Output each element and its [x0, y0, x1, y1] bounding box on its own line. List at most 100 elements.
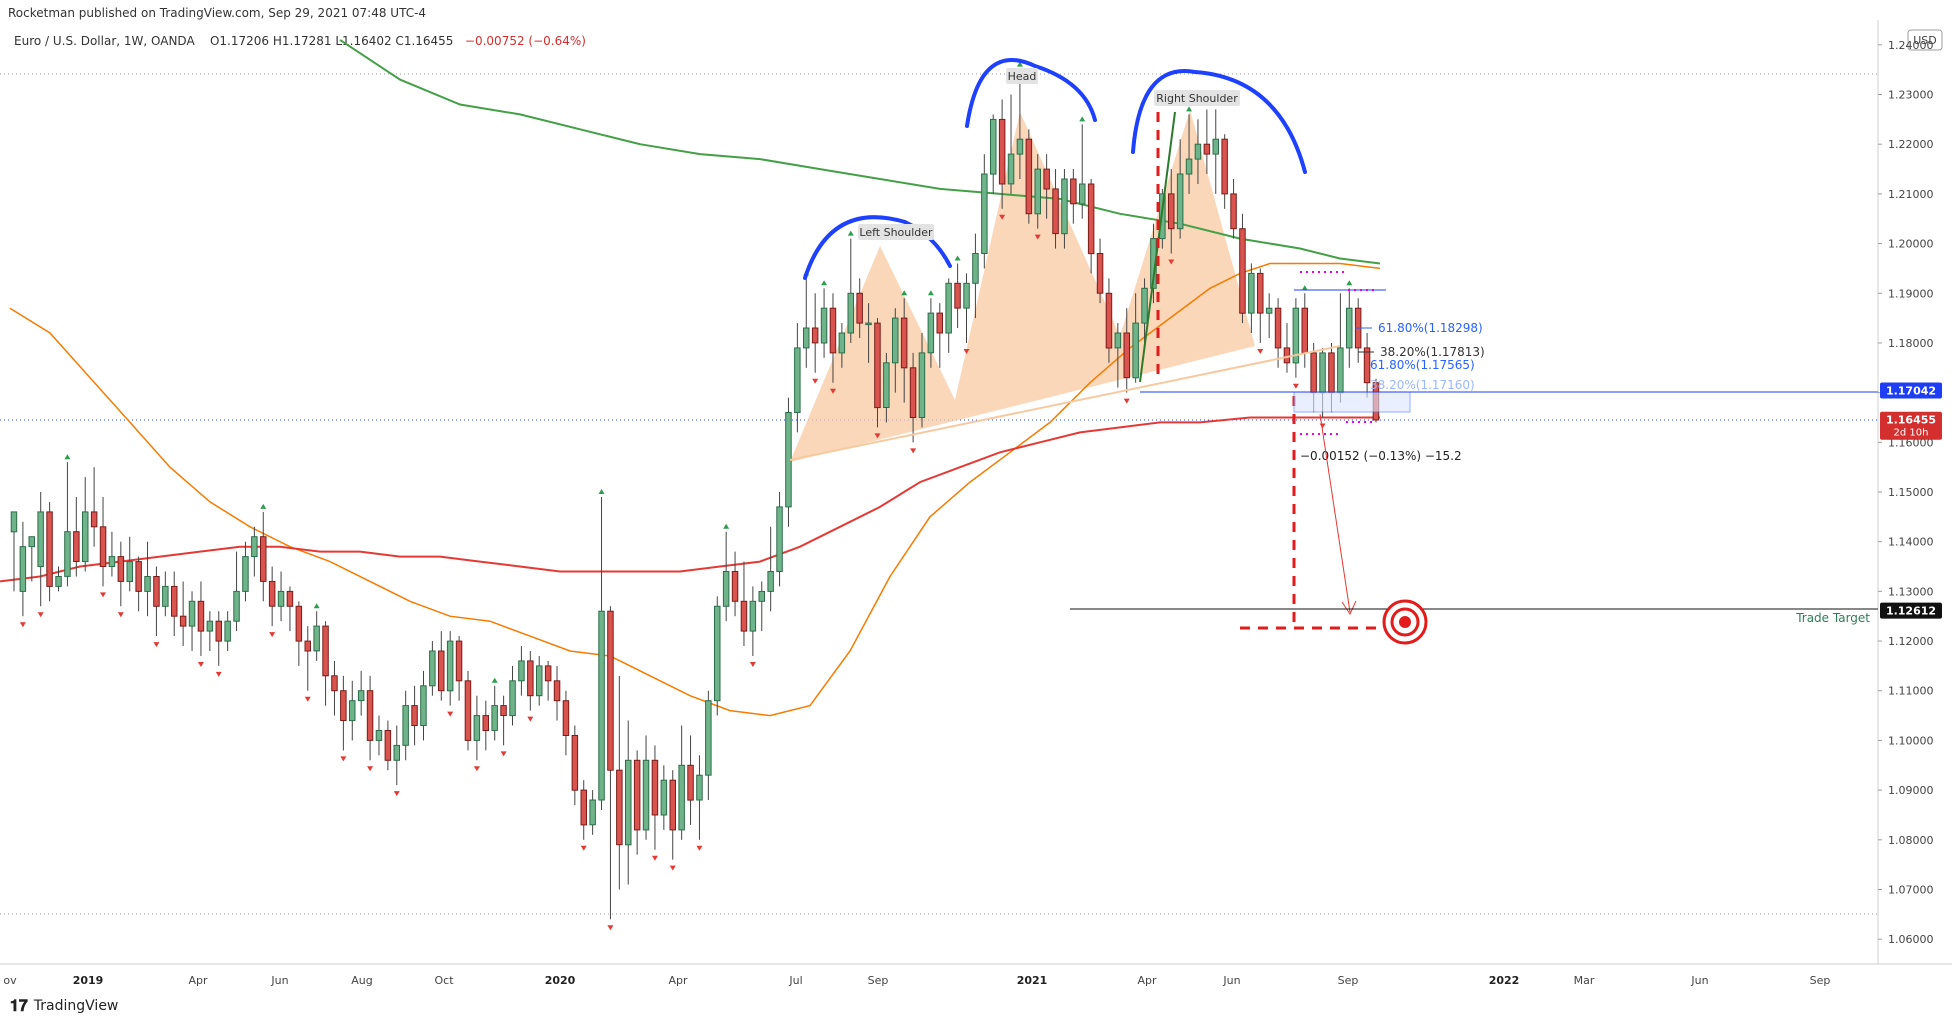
publisher-line: Rocketman published on TradingView.com, …	[8, 6, 427, 20]
x-tick-label: 2019	[73, 974, 104, 987]
tradingview-footer[interactable]: 𝟏𝟕 TradingView	[10, 996, 118, 1016]
fib-label-38-2-lower: 38.20%(1.17160)	[1370, 378, 1475, 392]
currency-box[interactable]	[1907, 29, 1943, 51]
fractal-down-marker	[696, 845, 703, 851]
fractal-up-marker	[491, 677, 498, 683]
x-tick-label: Sep	[1338, 974, 1359, 987]
fractal-down-marker	[500, 751, 507, 757]
price-tag-countdown: 2d 10h	[1894, 428, 1929, 439]
candle-bullish	[722, 571, 730, 607]
candle-bearish	[1025, 138, 1033, 215]
candle-bearish	[117, 556, 125, 582]
candle-bullish	[1185, 158, 1193, 175]
candle-bullish	[918, 352, 926, 418]
candle-bullish	[660, 779, 668, 816]
candle-bullish	[642, 759, 650, 831]
trade-target-label: Trade Target	[1795, 611, 1870, 625]
candle-bearish	[1070, 178, 1077, 205]
candle-bullish	[1132, 322, 1139, 379]
fractal-down-marker	[19, 622, 26, 628]
fractal-down-marker	[367, 766, 374, 772]
candle-bullish	[963, 282, 970, 309]
fractal-down-marker	[1319, 423, 1326, 429]
fractal-down-marker	[447, 711, 454, 717]
left-shoulder-arc	[803, 215, 952, 280]
neckline	[789, 345, 1341, 461]
projection-arrow-line	[1319, 413, 1351, 613]
candle-bearish	[1105, 292, 1113, 349]
fractal-down-marker	[393, 791, 400, 797]
candle-bearish	[295, 605, 303, 642]
candle-bullish	[357, 690, 365, 702]
y-tick-label: 1.06000	[1888, 933, 1934, 946]
candle-bullish	[224, 620, 231, 642]
candle-bearish	[731, 571, 739, 602]
fractal-up-marker	[927, 290, 934, 296]
candle-bearish	[99, 526, 107, 567]
candle-bullish	[446, 640, 454, 692]
change-value: −0.00752 (−0.64%)	[464, 34, 586, 48]
candle-bullish	[1079, 183, 1086, 205]
candle-bullish	[1337, 347, 1344, 394]
fractal-down-marker	[607, 925, 614, 931]
head-label: Head	[1008, 70, 1037, 83]
candle-bullish	[242, 556, 249, 592]
fractal-up-marker	[1346, 280, 1353, 286]
candle-bullish	[126, 561, 133, 582]
candle-bullish	[420, 685, 427, 726]
candle-bullish	[1114, 332, 1122, 349]
price-tag-box	[1880, 382, 1942, 399]
candle-bearish	[1301, 307, 1308, 354]
symbol-name[interactable]: Euro / U.S. Dollar, 1W, OANDA	[14, 34, 195, 48]
candle-bearish	[1230, 193, 1237, 230]
fractal-down-marker	[117, 612, 124, 618]
candle-bullish	[945, 282, 952, 334]
candle-bullish	[64, 531, 71, 577]
x-tick-label: Oct	[434, 974, 454, 987]
x-tick-label: Apr	[1137, 974, 1157, 987]
candle-bearish	[1043, 168, 1050, 190]
candle-bullish	[491, 705, 498, 731]
fractal-down-marker	[1123, 398, 1130, 404]
candle-bullish	[776, 506, 783, 572]
fib-label-61-8-lower: 61.80%(1.17565)	[1370, 358, 1475, 372]
candle-bearish	[669, 779, 676, 831]
x-tick-label: Jun	[1222, 974, 1240, 987]
candle-bearish	[215, 620, 222, 642]
candle-bullish	[696, 774, 703, 801]
x-tick-label: Jun	[1690, 974, 1708, 987]
candle-bullish	[251, 536, 258, 558]
target-bullseye-icon	[1382, 599, 1428, 645]
fractal-down-marker	[269, 632, 276, 638]
candle-bullish	[714, 605, 721, 702]
fractal-down-marker	[100, 592, 107, 598]
y-tick-label: 1.12000	[1888, 635, 1934, 648]
candle-bullish	[758, 590, 765, 602]
candle-bearish	[455, 640, 463, 682]
candle-bearish	[571, 735, 579, 791]
candle-bearish	[197, 600, 205, 632]
candle-bullish	[28, 536, 35, 548]
candle-bullish	[820, 307, 828, 344]
candle-bullish	[1007, 153, 1015, 185]
candle-bearish	[544, 665, 552, 682]
candle-bullish	[625, 759, 632, 846]
candle-bearish	[1052, 188, 1059, 235]
candle-bearish	[340, 690, 347, 722]
x-tick-label: 2021	[1017, 974, 1048, 987]
candle-bearish	[331, 675, 338, 692]
candle-bearish	[1203, 143, 1211, 155]
candle-bearish	[384, 730, 392, 761]
candle-bearish	[562, 700, 570, 737]
candle-bullish	[990, 118, 997, 175]
price-tag-label: 1.17042	[1886, 385, 1936, 398]
candle-bullish	[927, 312, 935, 354]
candle-bearish	[900, 317, 908, 369]
candle-bullish	[749, 600, 757, 632]
footer-brand: TradingView	[33, 998, 119, 1014]
candle-bearish	[1123, 332, 1130, 379]
fractal-down-marker	[999, 214, 1006, 220]
candle-bullish	[1061, 178, 1068, 235]
